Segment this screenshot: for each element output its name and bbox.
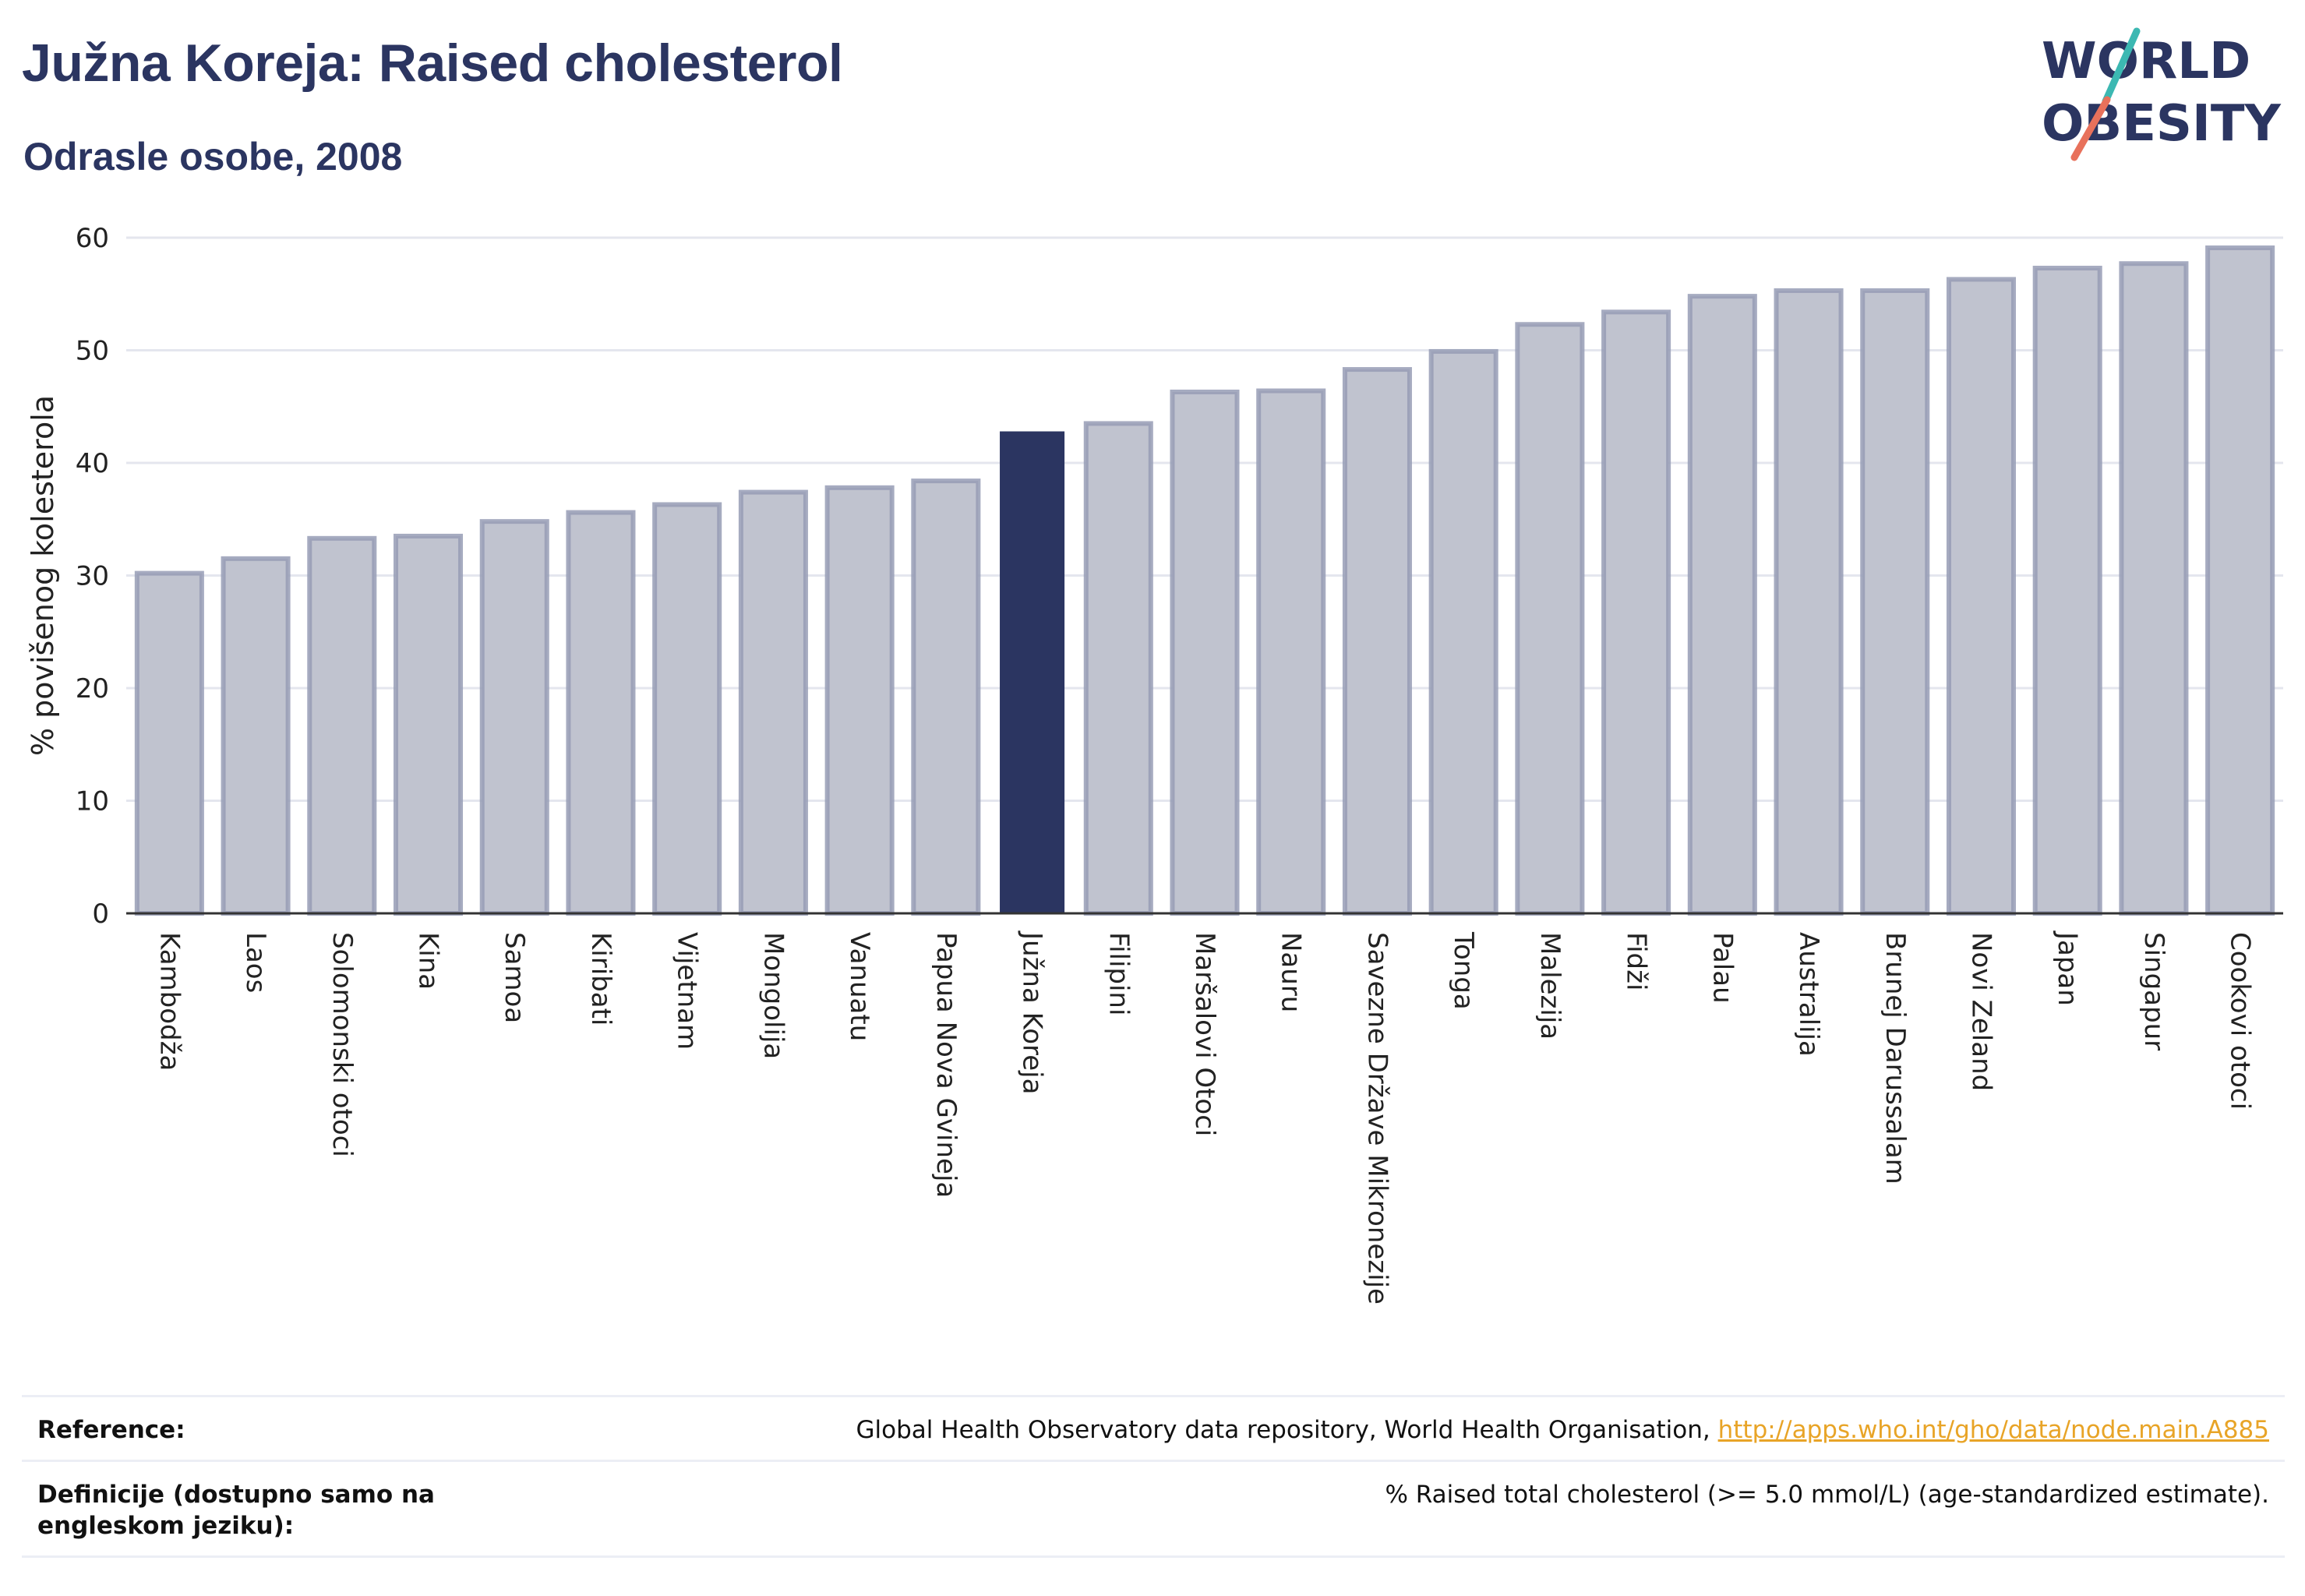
- x-tick-label: Nauru: [1276, 932, 1307, 1012]
- chart-subtitle: Odrasle osobe, 2008: [23, 135, 403, 178]
- x-tick-label: Vanuatu: [844, 932, 875, 1041]
- logo-line-1: WORLD: [2042, 33, 2250, 90]
- bar[interactable]: [1601, 309, 1671, 916]
- reference-label: Reference:: [37, 1416, 185, 1444]
- bar[interactable]: [1342, 367, 1412, 916]
- definition-text: % Raised total cholesterol (>= 5.0 mmol/…: [1385, 1481, 2269, 1509]
- x-tick-label: Novi Zeland: [1965, 932, 1996, 1091]
- x-tick-label: Kambodža: [154, 932, 185, 1071]
- x-tick-label: Australija: [1793, 932, 1824, 1057]
- bar[interactable]: [652, 502, 722, 916]
- x-tick-label: Laos: [240, 932, 271, 993]
- reference-row: Reference: Global Health Observatory dat…: [22, 1395, 2285, 1460]
- chart-title: Južna Koreja: Raised cholesterol: [22, 34, 843, 93]
- bar[interactable]: [2205, 245, 2275, 916]
- y-tick-label: 0: [92, 899, 109, 930]
- reference-value: Global Health Observatory data repositor…: [856, 1414, 2269, 1446]
- x-tick-label: Kina: [413, 932, 444, 990]
- x-tick-label: Mongolija: [757, 932, 789, 1059]
- bar[interactable]: [134, 570, 204, 916]
- chart-footer: Reference: Global Health Observatory dat…: [22, 1395, 2285, 1558]
- bar[interactable]: [1515, 322, 1585, 916]
- x-tick-label: Singapur: [2138, 932, 2169, 1050]
- bar[interactable]: [394, 533, 464, 916]
- y-tick-label: 50: [76, 336, 109, 367]
- bar[interactable]: [221, 556, 291, 916]
- bar[interactable]: [824, 485, 895, 916]
- bar[interactable]: [2032, 266, 2102, 916]
- bar[interactable]: [1428, 348, 1498, 916]
- x-tick-label: Samoa: [499, 932, 530, 1023]
- bar[interactable]: [738, 489, 808, 916]
- x-tick-label: Vijetnam: [672, 932, 703, 1050]
- y-tick-label: 20: [76, 673, 109, 704]
- x-tick-label: Japan: [2052, 930, 2083, 1006]
- x-tick-label: Cookovi otoci: [2225, 932, 2256, 1110]
- bar[interactable]: [2119, 261, 2189, 916]
- logo-slash-teal: [2102, 27, 2141, 105]
- y-tick-label: 60: [76, 223, 109, 254]
- reference-link[interactable]: http://apps.who.int/gho/data/node.main.A…: [1717, 1416, 2269, 1444]
- bar[interactable]: [911, 478, 981, 916]
- bar[interactable]: [479, 519, 549, 916]
- y-tick-label: 40: [76, 448, 109, 479]
- x-tick-label: Malezija: [1534, 932, 1565, 1040]
- x-tick-label: Palau: [1707, 932, 1738, 1004]
- bar[interactable]: [1860, 288, 1930, 916]
- x-tick-label: Kiribati: [585, 932, 616, 1026]
- bar[interactable]: [1774, 288, 1844, 916]
- definition-label: Definicije (dostupno samo na engleskom j…: [37, 1481, 435, 1540]
- x-tick-label: Tonga: [1448, 931, 1479, 1010]
- bar[interactable]: [1946, 277, 2016, 916]
- x-tick-label: Fidži: [1621, 932, 1652, 990]
- x-tick-label: Filipini: [1103, 932, 1134, 1015]
- bars-layer: [134, 245, 2275, 916]
- y-axis-title: % povišenog kolesterola: [26, 395, 60, 756]
- bar[interactable]: [1000, 431, 1065, 913]
- x-tick-label: Južna Koreja: [1017, 930, 1048, 1094]
- bar[interactable]: [307, 535, 377, 916]
- x-tick-label: Brunej Darussalam: [1880, 932, 1911, 1185]
- world-obesity-logo: WORLD OBESITY: [2042, 27, 2281, 161]
- y-tick-label: 10: [76, 786, 109, 817]
- reference-text: Global Health Observatory data repositor…: [856, 1416, 1718, 1444]
- x-tick-label: Savezne Države Mikronezije: [1361, 932, 1393, 1305]
- bar-chart: 0 10 20 30 40 50 60 Kambodža Laos Solomonski otoc…: [26, 223, 2283, 1305]
- bar[interactable]: [566, 510, 636, 916]
- x-tick-label: Maršalovi Otoci: [1189, 932, 1220, 1136]
- x-tick-label: Solomonski otoci: [327, 932, 358, 1157]
- axis-layer: 0 10 20 30 40 50 60 Kambodža Laos Solomonski otoc…: [76, 223, 2283, 1305]
- logo-slash-coral: [2070, 96, 2111, 161]
- y-tick-label: 30: [76, 561, 109, 592]
- bar[interactable]: [1083, 421, 1153, 916]
- bar[interactable]: [1170, 389, 1240, 916]
- x-tick-label: Papua Nova Gvineja: [930, 932, 962, 1198]
- bar[interactable]: [1687, 294, 1757, 916]
- bar[interactable]: [1256, 388, 1326, 916]
- definition-row: Definicije (dostupno samo na engleskom j…: [22, 1460, 2285, 1558]
